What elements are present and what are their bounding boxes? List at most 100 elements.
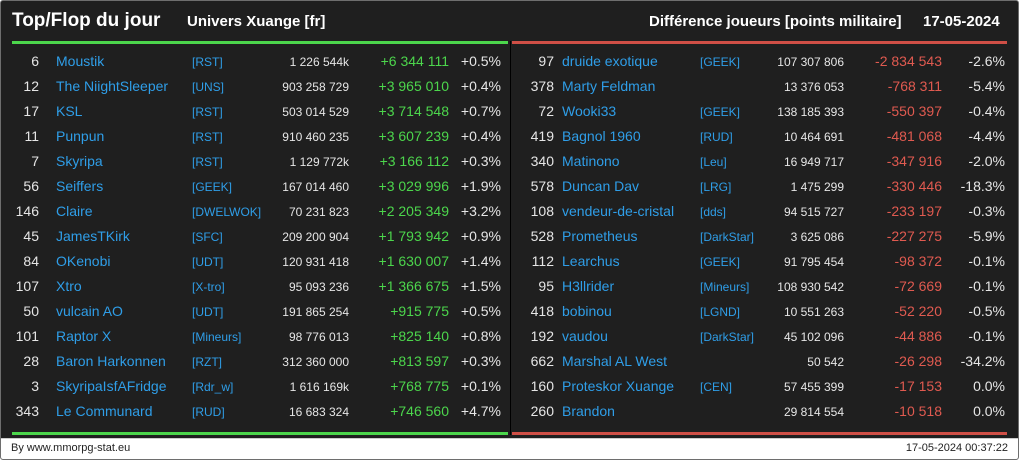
points-value: 10 464 691 — [783, 130, 844, 144]
diff-value: +768 775 — [390, 378, 449, 394]
alliance-tag[interactable]: [Rdr_w] — [192, 380, 234, 394]
diff-value: +1 366 675 — [378, 278, 449, 294]
player-name-link[interactable]: vulcain AO — [56, 303, 123, 319]
percent-value: +3.2% — [460, 203, 501, 219]
diff-value: -233 197 — [886, 203, 942, 219]
top-row: 107 Xtro [X-tro] 95 093 236 +1 366 675 +1.5% — [1, 274, 510, 299]
diff-value: -17 153 — [894, 378, 942, 394]
points-value: 95 093 236 — [288, 280, 349, 294]
flop-row: 340 Matinono [Leu] 16 949 717 -347 916 -2.0% — [511, 149, 1018, 174]
player-name-link[interactable]: druide exotique — [562, 53, 658, 69]
player-name-link[interactable]: Prometheus — [562, 228, 638, 244]
player-name-link[interactable]: OKenobi — [56, 253, 111, 269]
alliance-tag[interactable]: [UNS] — [192, 80, 225, 94]
alliance-tag[interactable]: [Mineurs] — [192, 330, 242, 344]
player-name-link[interactable]: Raptor X — [56, 328, 112, 344]
player-name-link[interactable]: Marshal AL West — [562, 353, 668, 369]
player-name-link[interactable]: vaudou — [562, 328, 608, 344]
alliance-tag[interactable]: [Mineurs] — [700, 280, 750, 294]
player-name-link[interactable]: Proteskor Xuange — [562, 378, 675, 394]
percent-value: +0.4% — [460, 128, 501, 144]
top-gainers-list: 6 Moustik [RST] 1 226 544k +6 344 111 +0.5% 12… — [1, 49, 510, 424]
rank-value: 146 — [15, 203, 39, 219]
percent-value: +0.4% — [460, 78, 501, 94]
diff-value: +3 965 010 — [378, 78, 449, 94]
alliance-tag[interactable]: [SFC] — [192, 230, 223, 244]
alliance-tag[interactable]: [GEEK] — [700, 255, 741, 269]
percent-value: -4.4% — [968, 128, 1005, 144]
alliance-tag[interactable]: [RZT] — [192, 355, 222, 369]
percent-value: -0.1% — [968, 253, 1005, 269]
header: Top/Flop du jour Univers Xuange [fr] Dif… — [1, 1, 1018, 41]
rank-value: 56 — [23, 178, 39, 194]
alliance-tag[interactable]: [RST] — [192, 105, 223, 119]
alliance-tag[interactable]: [RUD] — [192, 405, 225, 419]
rank-value: 28 — [23, 353, 39, 369]
alliance-tag[interactable]: [GEEK] — [192, 180, 233, 194]
player-name-link[interactable]: Marty Feldman — [562, 78, 656, 94]
rank-value: 12 — [23, 78, 39, 94]
player-name-link[interactable]: Brandon — [562, 403, 615, 419]
player-name-link[interactable]: Matinono — [562, 153, 620, 169]
player-name-link[interactable]: The NiightSleeper — [56, 78, 169, 94]
player-name-link[interactable]: Le Communard — [56, 403, 153, 419]
points-value: 1 475 299 — [790, 180, 844, 194]
player-name-link[interactable]: Punpun — [56, 128, 105, 144]
percent-value: -0.3% — [968, 203, 1005, 219]
flop-row: 578 Duncan Dav [LRG] 1 475 299 -330 446 -18.3… — [511, 174, 1018, 199]
player-name-link[interactable]: Wooki33 — [562, 103, 617, 119]
rank-value: 11 — [24, 128, 39, 144]
player-name-link[interactable]: Claire — [56, 203, 93, 219]
rank-value: 343 — [15, 403, 39, 419]
points-value: 138 185 393 — [777, 105, 844, 119]
universe-label: Univers Xuange [fr] — [187, 13, 326, 30]
flop-row: 95 H3llrider [Mineurs] 108 930 542 -72 669 -0… — [511, 274, 1018, 299]
alliance-tag[interactable]: [DWELWOK] — [192, 205, 262, 219]
points-value: 98 776 013 — [288, 330, 349, 344]
alliance-tag[interactable]: [CEN] — [700, 380, 733, 394]
alliance-tag[interactable]: [RST] — [192, 155, 223, 169]
diff-value: +915 775 — [390, 303, 449, 319]
alliance-tag[interactable]: [LRG] — [700, 180, 732, 194]
alliance-tag[interactable]: [Leu] — [700, 155, 727, 169]
player-name-link[interactable]: Xtro — [56, 278, 82, 294]
player-name-link[interactable]: H3llrider — [562, 278, 615, 294]
alliance-tag[interactable]: [RST] — [192, 130, 223, 144]
player-name-link[interactable]: Seiffers — [56, 178, 104, 194]
points-value: 70 231 823 — [288, 205, 349, 219]
percent-value: +0.9% — [460, 228, 501, 244]
player-name-link[interactable]: KSL — [56, 103, 83, 119]
player-name-link[interactable]: Bagnol 1960 — [562, 128, 641, 144]
alliance-tag[interactable]: [X-tro] — [192, 280, 225, 294]
player-name-link[interactable]: Moustik — [56, 53, 105, 69]
rank-value: 17 — [23, 103, 39, 119]
alliance-tag[interactable]: [DarkStar] — [700, 330, 755, 344]
alliance-tag[interactable]: [RST] — [192, 55, 223, 69]
player-name-link[interactable]: Learchus — [562, 253, 620, 269]
alliance-tag[interactable]: [UDT] — [192, 255, 224, 269]
points-value: 1 616 169k — [289, 380, 349, 394]
rank-value: 578 — [530, 178, 554, 194]
points-value: 910 460 235 — [282, 130, 349, 144]
points-value: 91 795 454 — [783, 255, 844, 269]
top-row: 56 Seiffers [GEEK] 167 014 460 +3 029 996 +1.… — [1, 174, 510, 199]
alliance-tag[interactable]: [RUD] — [700, 130, 733, 144]
alliance-tag[interactable]: [DarkStar] — [700, 230, 755, 244]
player-name-link[interactable]: JamesTKirk — [56, 228, 130, 244]
player-name-link[interactable]: vendeur-de-cristal — [562, 203, 675, 219]
diff-value: -44 886 — [894, 328, 942, 344]
player-name-link[interactable]: Duncan Dav — [562, 178, 640, 194]
alliance-tag[interactable]: [dds] — [700, 205, 727, 219]
points-value: 1 226 544k — [289, 55, 349, 69]
alliance-tag[interactable]: [LGND] — [700, 305, 741, 319]
player-name-link[interactable]: bobinou — [562, 303, 612, 319]
player-name-link[interactable]: SkyripaIsfAFridge — [56, 378, 167, 394]
alliance-tag[interactable]: [GEEK] — [700, 55, 741, 69]
alliance-tag[interactable]: [UDT] — [192, 305, 224, 319]
percent-value: -0.5% — [968, 303, 1005, 319]
player-name-link[interactable]: Baron Harkonnen — [56, 353, 166, 369]
percent-value: -5.4% — [968, 78, 1005, 94]
player-name-link[interactable]: Skyripa — [56, 153, 103, 169]
page-title: Top/Flop du jour — [12, 10, 161, 31]
alliance-tag[interactable]: [GEEK] — [700, 105, 741, 119]
